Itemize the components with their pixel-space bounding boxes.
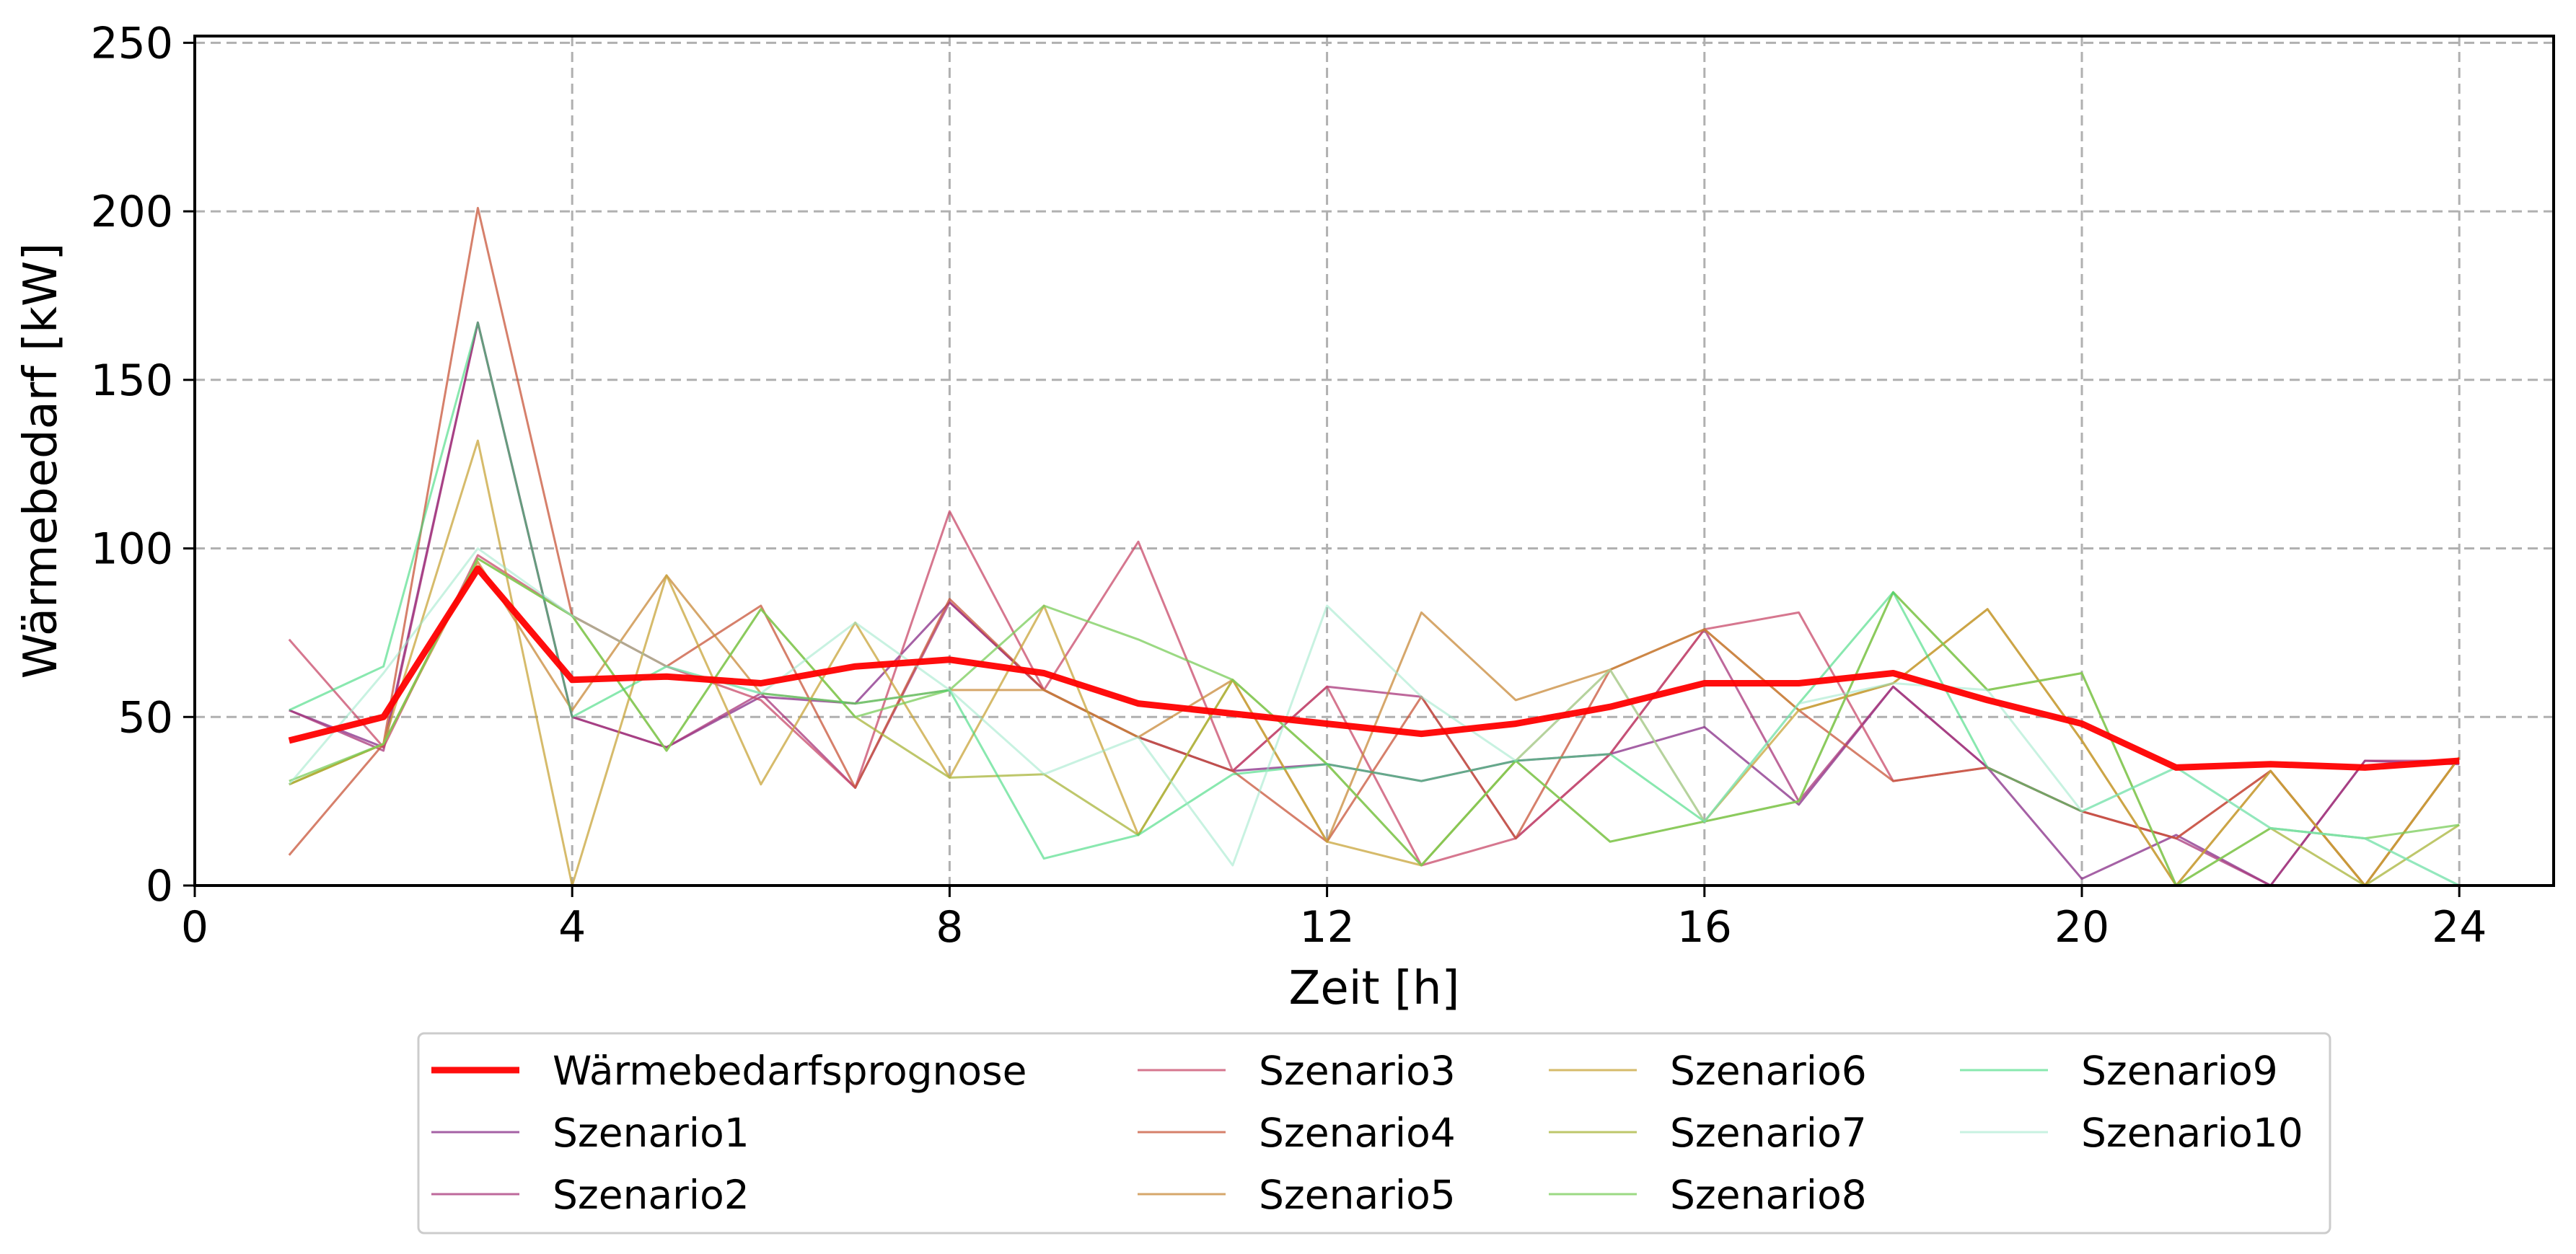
x-axis-title: Zeit [h] <box>1289 962 1460 1015</box>
y-tick-label: 200 <box>90 187 173 237</box>
legend: Wärmebedarfsprognose Szenario1 Szenario2 Sz… <box>417 1032 2331 1235</box>
legend-label: Szenario3 <box>1259 1048 1456 1094</box>
series-lines <box>288 206 2461 887</box>
legend-label: Szenario6 <box>1670 1048 1867 1094</box>
x-tick-label: 8 <box>936 902 963 953</box>
legend-label: Szenario4 <box>1259 1110 1456 1156</box>
x-tick-label: 12 <box>1299 902 1354 953</box>
y-tick-label: 50 <box>118 692 173 743</box>
axis-ticks: 0 4 8 12 16 20 24 0 50 100 150 200 250 <box>90 18 2487 953</box>
legend-label: Wärmebedarfsprognose <box>553 1048 1027 1094</box>
plot-frame <box>193 35 2555 887</box>
series-line-szenario2 <box>289 321 2460 887</box>
y-tick-label: 150 <box>90 356 173 406</box>
legend-label: Szenario5 <box>1259 1172 1456 1218</box>
legend-label: Szenario8 <box>1670 1172 1867 1218</box>
series-line-szenario1 <box>289 321 2460 887</box>
legend-label: Szenario9 <box>2081 1048 2278 1094</box>
legend-box <box>417 1032 2331 1235</box>
series-line-wärmebedarfsprognose <box>288 565 2460 771</box>
y-tick-label: 100 <box>90 524 173 575</box>
legend-label: Szenario2 <box>553 1172 749 1218</box>
series-line-szenario7 <box>289 557 2461 887</box>
series-line-szenario6 <box>289 439 2461 887</box>
series-line-szenario4 <box>288 206 2461 887</box>
series-line-szenario9 <box>289 321 2460 887</box>
x-tick-label: 4 <box>558 902 586 953</box>
x-tick-label: 24 <box>2432 902 2487 953</box>
y-tick-label: 0 <box>146 861 173 911</box>
grid <box>195 36 2554 886</box>
legend-label: Szenario1 <box>553 1110 749 1156</box>
y-tick-label: 250 <box>90 18 173 69</box>
legend-label: Szenario7 <box>1670 1110 1867 1156</box>
x-tick-label: 20 <box>2054 902 2109 953</box>
y-axis-title: Wärmebedarf [kW] <box>14 243 68 679</box>
series-line-szenario3 <box>288 510 2461 887</box>
series-line-szenario8 <box>289 557 2460 887</box>
x-tick-label: 0 <box>181 902 208 953</box>
x-tick-label: 16 <box>1677 902 1732 953</box>
legend-label: Szenario10 <box>2081 1110 2303 1156</box>
series-line-szenario5 <box>289 560 2461 887</box>
series-line-szenario10 <box>288 547 2460 887</box>
